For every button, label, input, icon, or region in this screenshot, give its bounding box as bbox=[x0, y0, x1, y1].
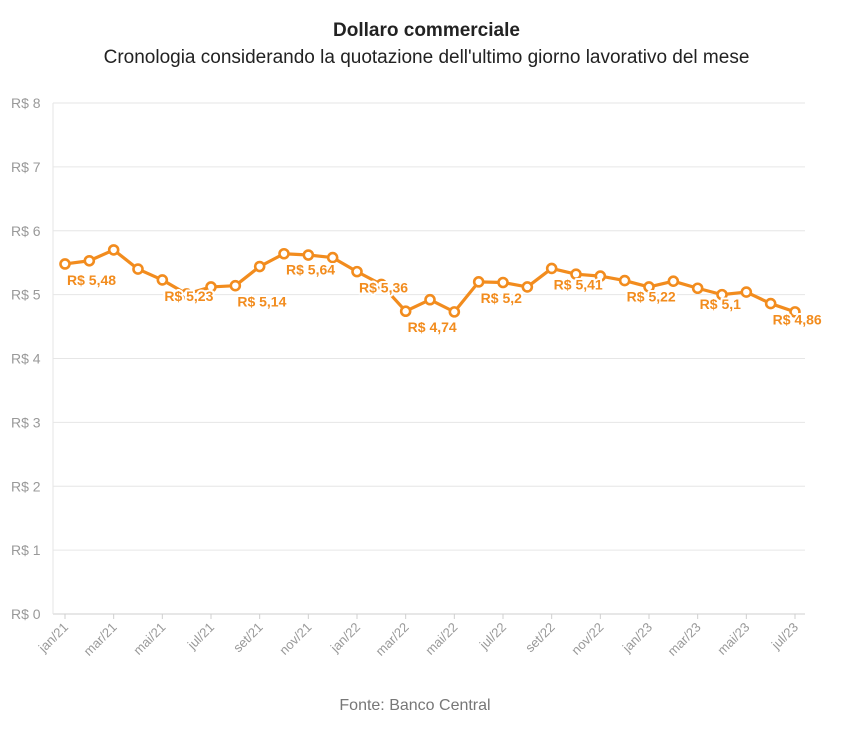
y-tick-label: R$ 7 bbox=[11, 159, 41, 175]
data-point bbox=[545, 262, 558, 275]
data-point bbox=[326, 251, 339, 264]
y-tick-label: R$ 2 bbox=[11, 478, 41, 494]
data-point bbox=[448, 306, 461, 318]
x-tick-label: jan/22 bbox=[327, 620, 363, 656]
x-tick-label: mai/22 bbox=[422, 620, 460, 658]
y-tick-label: R$ 4 bbox=[11, 351, 41, 367]
data-label: R$ 4,86 bbox=[773, 312, 822, 328]
data-point bbox=[351, 265, 363, 278]
data-label: R$ 5,1 bbox=[700, 296, 741, 312]
x-tick-label: nov/21 bbox=[276, 620, 314, 658]
x-tick-label: jul/22 bbox=[476, 620, 509, 653]
y-tick-label: R$ 1 bbox=[11, 542, 41, 558]
data-point bbox=[253, 260, 266, 273]
data-point bbox=[594, 270, 607, 282]
x-tick-label: set/22 bbox=[522, 620, 558, 656]
data-point bbox=[618, 274, 631, 287]
data-point bbox=[399, 305, 412, 318]
y-tick-label: R$ 5 bbox=[11, 287, 41, 303]
data-point bbox=[156, 274, 169, 286]
data-label: R$ 5,23 bbox=[164, 288, 213, 304]
data-point bbox=[691, 282, 704, 295]
data-label: R$ 4,74 bbox=[408, 319, 457, 335]
x-tick-label: nov/22 bbox=[568, 620, 606, 658]
y-tick-label: R$ 3 bbox=[11, 414, 41, 430]
data-point bbox=[521, 281, 534, 293]
data-label: R$ 5,41 bbox=[554, 276, 603, 292]
x-tick-label: mar/22 bbox=[373, 620, 412, 659]
data-label: R$ 5,2 bbox=[481, 290, 522, 306]
y-tick-label: R$ 0 bbox=[11, 606, 41, 622]
data-label: R$ 5,36 bbox=[359, 280, 408, 296]
data-point bbox=[667, 275, 680, 288]
y-tick-label: R$ 6 bbox=[11, 223, 41, 239]
data-point bbox=[107, 244, 120, 256]
x-tick-label: mai/23 bbox=[714, 620, 752, 658]
data-point bbox=[740, 286, 753, 298]
x-tick-label: jan/21 bbox=[35, 620, 71, 656]
x-tick-label: set/21 bbox=[230, 620, 266, 656]
data-point bbox=[180, 288, 193, 300]
data-point bbox=[643, 281, 655, 293]
data-point bbox=[302, 249, 315, 261]
data-point bbox=[278, 247, 290, 260]
x-tick-label: jul/23 bbox=[768, 620, 801, 653]
x-tick-label: mar/21 bbox=[81, 620, 120, 659]
data-point bbox=[83, 254, 96, 267]
y-tick-label: R$ 8 bbox=[11, 95, 41, 111]
data-label: R$ 5,22 bbox=[627, 289, 676, 305]
data-point bbox=[716, 288, 728, 301]
data-point bbox=[789, 306, 801, 318]
chart-source: Fonte: Banco Central bbox=[339, 697, 491, 714]
data-point bbox=[59, 258, 71, 270]
chart-title: Dollaro commerciale bbox=[333, 20, 520, 41]
data-point bbox=[570, 268, 582, 280]
data-point bbox=[424, 293, 436, 306]
line-chart: R$ 0 R$ 1 R$ 2 R$ 3 R$ 4 R$ 5 R$ 6 R$ 7 R$ 8 jan/… bbox=[11, 95, 824, 659]
data-label: R$ 5,14 bbox=[237, 294, 286, 310]
data-label: R$ 5,48 bbox=[67, 272, 116, 288]
x-tick-label: jan/23 bbox=[619, 620, 655, 656]
x-tick-label: jul/21 bbox=[184, 620, 217, 653]
data-point bbox=[132, 263, 144, 275]
data-point bbox=[375, 278, 388, 291]
data-point bbox=[497, 276, 509, 289]
x-tick-label: mai/21 bbox=[130, 620, 168, 658]
data-point bbox=[764, 297, 777, 310]
x-tick-label: mar/23 bbox=[665, 620, 704, 659]
data-point bbox=[472, 276, 485, 288]
data-label: R$ 5,64 bbox=[286, 262, 335, 278]
data-point bbox=[205, 281, 217, 293]
chart-subtitle: Cronologia considerando la quotazione de… bbox=[103, 47, 750, 68]
data-point bbox=[229, 279, 242, 292]
